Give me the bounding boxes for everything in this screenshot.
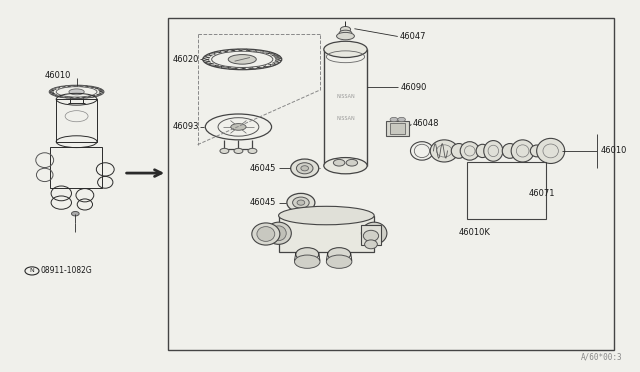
Ellipse shape — [362, 222, 387, 244]
Ellipse shape — [228, 55, 256, 64]
Ellipse shape — [69, 89, 84, 95]
Text: 46047: 46047 — [399, 32, 426, 41]
Bar — [56, 99, 97, 142]
Text: 46010: 46010 — [600, 147, 627, 155]
Ellipse shape — [476, 144, 489, 158]
Ellipse shape — [266, 222, 291, 244]
Ellipse shape — [72, 211, 79, 216]
Text: 46090: 46090 — [400, 83, 427, 92]
Ellipse shape — [278, 206, 374, 225]
Ellipse shape — [248, 148, 257, 154]
Ellipse shape — [324, 41, 367, 58]
Text: NISSAN: NISSAN — [336, 116, 355, 121]
Text: 46048: 46048 — [413, 119, 440, 128]
Bar — [467, 162, 546, 219]
Ellipse shape — [451, 144, 467, 158]
Ellipse shape — [287, 193, 315, 212]
Ellipse shape — [484, 141, 503, 161]
Ellipse shape — [337, 32, 355, 40]
Bar — [387, 121, 409, 136]
Ellipse shape — [292, 197, 309, 208]
Ellipse shape — [297, 200, 305, 205]
Ellipse shape — [328, 248, 351, 261]
Text: 46010: 46010 — [45, 71, 71, 80]
Bar — [390, 123, 405, 134]
Ellipse shape — [364, 230, 379, 241]
Ellipse shape — [511, 140, 534, 162]
Text: 08911-1082G: 08911-1082G — [41, 266, 93, 275]
Bar — [278, 215, 374, 253]
Text: 46093: 46093 — [172, 122, 198, 131]
Text: 46020: 46020 — [172, 55, 198, 64]
Ellipse shape — [324, 158, 367, 174]
Ellipse shape — [340, 26, 351, 32]
Ellipse shape — [430, 140, 458, 162]
Ellipse shape — [301, 166, 308, 171]
Ellipse shape — [257, 227, 275, 241]
Ellipse shape — [296, 248, 319, 261]
Bar — [168, 18, 614, 350]
Text: NISSAN: NISSAN — [336, 94, 355, 99]
Bar — [50, 147, 102, 188]
Text: A/60*00:3: A/60*00:3 — [581, 352, 623, 361]
Ellipse shape — [220, 148, 229, 154]
Ellipse shape — [339, 30, 352, 36]
Bar — [362, 225, 381, 245]
Ellipse shape — [333, 160, 345, 166]
Ellipse shape — [252, 223, 280, 245]
Ellipse shape — [537, 138, 564, 163]
Ellipse shape — [271, 226, 286, 241]
Ellipse shape — [460, 142, 479, 160]
Ellipse shape — [234, 148, 243, 154]
Ellipse shape — [326, 255, 352, 268]
Ellipse shape — [502, 144, 518, 158]
Ellipse shape — [365, 240, 378, 249]
Text: 46071: 46071 — [529, 189, 555, 198]
Text: N: N — [29, 269, 35, 273]
Ellipse shape — [231, 124, 246, 130]
Ellipse shape — [397, 117, 405, 122]
Ellipse shape — [294, 255, 320, 268]
Ellipse shape — [346, 160, 358, 166]
Text: 46045: 46045 — [250, 198, 276, 207]
Ellipse shape — [296, 163, 313, 174]
Ellipse shape — [291, 159, 319, 177]
Text: 46045: 46045 — [250, 164, 276, 173]
Text: 46010K: 46010K — [459, 228, 491, 237]
Ellipse shape — [531, 145, 543, 157]
Ellipse shape — [390, 117, 397, 122]
